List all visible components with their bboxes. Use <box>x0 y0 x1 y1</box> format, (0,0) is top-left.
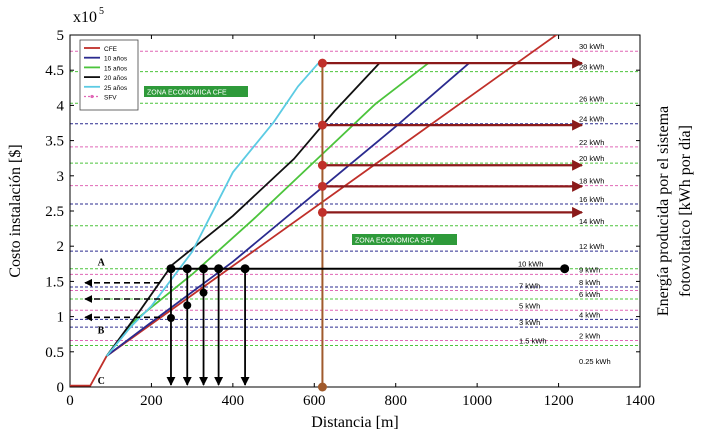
zone-sfv-label: ZONA ECONOMICA SFV <box>355 238 435 245</box>
y-tick-label: 1 <box>57 310 65 326</box>
point-label-B: B <box>98 325 105 336</box>
x-tick-label: 200 <box>140 393 163 409</box>
x-tick-label: 0 <box>66 393 74 409</box>
black-line-end-point <box>560 264 570 274</box>
zone-sfv-box <box>352 234 457 245</box>
legend-label: 10 años <box>104 56 128 63</box>
legend-label: 25 años <box>104 85 128 92</box>
energy-label: 7 kWh <box>519 282 540 291</box>
y-tick-label: 4.5 <box>45 63 64 79</box>
drop-top-point <box>166 264 176 274</box>
energy-label: 9 kWh <box>579 265 600 274</box>
y-tick-label: 3.5 <box>45 134 64 150</box>
y-tick-label: 4 <box>57 98 65 114</box>
drop-top-point <box>199 264 209 274</box>
y-exponent-sup: 5 <box>99 6 104 17</box>
y-tick-label: 1.5 <box>45 274 64 290</box>
x-tick-label: 1000 <box>462 393 492 409</box>
point-label-A: A <box>98 258 106 269</box>
drop-intersection-point <box>166 314 175 323</box>
red-arrow-point <box>317 181 327 191</box>
series-line-20-años <box>105 62 381 357</box>
energy-label: 18 kWh <box>579 177 604 186</box>
legend-box <box>79 39 139 111</box>
energy-label: 6 kWh <box>579 290 600 299</box>
legend-label: SFV <box>104 95 117 102</box>
x-tick-label: 1200 <box>544 393 574 409</box>
energy-label: 0.25 kWh <box>579 357 611 366</box>
energy-label: 20 kWh <box>579 154 604 163</box>
y-tick-label: 0 <box>57 380 65 396</box>
red-arrow-point <box>317 58 327 68</box>
legend-swatch-dot <box>90 94 94 99</box>
drop-top-point <box>214 264 224 274</box>
energy-label: 16 kWh <box>579 195 604 204</box>
drop-intersection-point <box>199 288 208 297</box>
energy-label: 4 kWh <box>579 310 600 319</box>
energy-label: 30 kWh <box>579 42 604 51</box>
red-arrow-point <box>317 120 327 130</box>
y-tick-label: 5 <box>57 28 65 44</box>
energy-label: 3 kWh <box>519 318 540 327</box>
right-axis-label-line1: Energía producida por el sistema <box>655 106 672 316</box>
drop-top-point <box>182 264 192 274</box>
drop-top-point <box>240 264 250 274</box>
energy-label: 24 kWh <box>579 115 604 124</box>
drop-intersection-point <box>183 301 192 310</box>
legend-label: CFE <box>104 46 118 53</box>
energy-label: 22 kWh <box>579 138 604 147</box>
series-line-25-años <box>105 62 320 357</box>
energy-label: 12 kWh <box>579 242 604 251</box>
energy-label: 1.5 kWh <box>519 336 547 345</box>
energy-label: 26 kWh <box>579 94 604 103</box>
y-tick-label: 0.5 <box>45 345 64 361</box>
red-arrow-point <box>317 207 327 217</box>
zone-cfe-label: ZONA ECONOMICA CFE <box>147 90 227 97</box>
energy-label: 28 kWh <box>579 63 604 72</box>
energy-label: 10 kWh <box>518 260 543 269</box>
energy-label: 5 kWh <box>519 301 540 310</box>
x-tick-label: 600 <box>303 393 326 409</box>
red-arrow-point <box>317 160 327 170</box>
energy-label: 8 kWh <box>579 278 600 287</box>
legend-label: 20 años <box>104 75 128 82</box>
vertical-line-base-point <box>317 382 327 392</box>
y-tick-label: 2 <box>57 239 65 255</box>
x-tick-label: 1400 <box>625 393 655 409</box>
x-tick-label: 400 <box>222 393 245 409</box>
zone-cfe-box <box>144 86 248 97</box>
point-label-C: C <box>98 376 105 387</box>
legend-label: 15 años <box>104 65 128 72</box>
y-exponent-label: x10 <box>73 9 97 26</box>
right-axis-label-line2: fotovoltaico [kWh por día] <box>677 125 694 297</box>
x-tick-label: 800 <box>384 393 407 409</box>
energy-label: 2 kWh <box>579 332 600 341</box>
y-axis-label: Costo instalación [$] <box>7 144 24 277</box>
x-axis-label: Distancia [m] <box>311 414 399 431</box>
energy-label: 14 kWh <box>579 217 604 226</box>
series-line-10-años <box>106 62 470 357</box>
y-tick-label: 3 <box>57 169 65 185</box>
y-tick-label: 2.5 <box>45 204 64 220</box>
